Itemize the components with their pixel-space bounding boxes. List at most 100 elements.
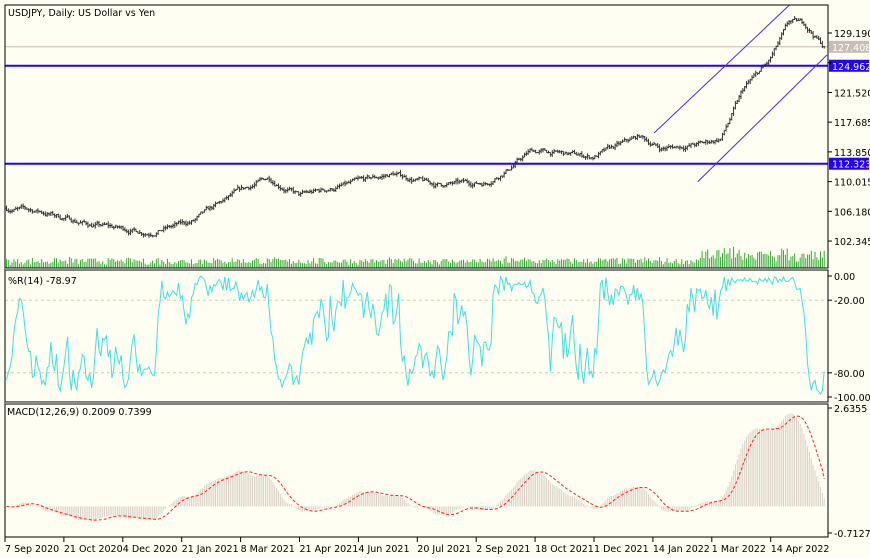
price-bar <box>29 207 32 213</box>
price-bar <box>641 135 644 140</box>
price-bar <box>303 190 306 193</box>
williams-r-panel[interactable] <box>5 275 828 396</box>
price-bar <box>795 17 798 22</box>
price-bar <box>170 224 173 229</box>
price-bar <box>247 186 250 191</box>
price-bar <box>109 223 112 229</box>
time-tick-label: 1 Mar 2022 <box>712 544 766 555</box>
time-tick-label: 2 Sep 2021 <box>476 544 530 555</box>
price-bar <box>658 144 661 153</box>
price-bar <box>331 188 334 192</box>
price-bar <box>22 203 25 209</box>
price-bar <box>588 155 591 160</box>
price-bar <box>62 217 65 222</box>
price-bar <box>606 143 609 150</box>
price-bar <box>24 205 26 211</box>
price-bar <box>719 138 722 142</box>
price-bar <box>645 136 648 142</box>
price-bar <box>51 211 54 216</box>
price-bar <box>682 145 685 152</box>
price-bar <box>369 177 372 180</box>
price-bar <box>181 218 184 225</box>
price-bar <box>406 177 409 182</box>
price-bar <box>199 211 202 215</box>
price-bar <box>432 181 435 189</box>
price-bar <box>86 221 89 228</box>
price-tick-label: 110.015 <box>834 178 870 189</box>
price-bar <box>697 140 700 147</box>
price-bar <box>821 40 824 49</box>
price-bar <box>88 223 91 227</box>
price-bar <box>146 233 149 236</box>
price-bar <box>815 35 818 39</box>
price-bar <box>351 178 354 182</box>
price-bar <box>540 148 543 154</box>
price-bar <box>227 195 230 201</box>
price-bar <box>554 150 557 152</box>
price-bar <box>27 208 30 213</box>
price-bar <box>308 189 311 194</box>
price-bar <box>699 140 702 144</box>
price-bar <box>57 213 60 218</box>
price-bar <box>234 188 237 192</box>
price-bar <box>164 225 167 231</box>
price-bar <box>55 214 58 219</box>
price-bar <box>730 112 733 121</box>
price-bar <box>7 208 10 213</box>
price-bar <box>477 182 480 185</box>
time-tick-label: 21 Jan 2021 <box>182 544 239 555</box>
price-bar <box>184 220 187 227</box>
price-bar <box>493 178 496 183</box>
price-bar <box>31 209 34 214</box>
price-bar <box>5 205 8 212</box>
price-bar <box>72 219 75 224</box>
price-bar <box>142 232 145 238</box>
price-bar <box>543 148 546 151</box>
price-bar <box>628 137 631 142</box>
price-bar <box>61 218 63 221</box>
price-bar <box>747 79 750 85</box>
price-bar <box>99 223 102 227</box>
price-bar <box>579 152 581 157</box>
horizontal-line-label: 112.323 <box>832 160 870 171</box>
price-bar <box>96 220 99 226</box>
price-bar <box>233 188 236 194</box>
price-bar <box>734 101 737 110</box>
price-bar <box>275 184 278 187</box>
price-bar <box>66 214 69 218</box>
price-bar <box>46 211 49 217</box>
macd-panel[interactable] <box>6 413 825 522</box>
price-panel[interactable] <box>5 4 828 268</box>
price-bar <box>338 183 341 189</box>
price-bar <box>347 180 350 184</box>
price-bar <box>739 90 742 100</box>
wpr-tick-label: 0.00 <box>834 272 855 283</box>
wpr-title: %R(14) -78.97 <box>8 276 77 287</box>
price-bar <box>129 228 132 236</box>
price-bar <box>270 177 273 184</box>
price-bar <box>567 151 570 156</box>
price-bar <box>749 78 752 85</box>
price-bar <box>342 182 345 186</box>
price-bar <box>769 56 772 63</box>
macd-signal-line <box>6 415 825 521</box>
price-bar <box>608 144 611 150</box>
price-bar <box>819 37 822 45</box>
price-bar <box>738 94 741 103</box>
price-bar <box>440 183 443 187</box>
price-bar <box>445 182 448 188</box>
price-bar <box>562 150 565 156</box>
price-bar <box>273 180 276 187</box>
price-bar <box>203 209 206 213</box>
price-bar <box>268 175 271 183</box>
price-bar <box>534 149 537 154</box>
price-bar <box>721 132 724 141</box>
price-bar <box>127 229 130 236</box>
price-bar <box>656 143 659 149</box>
price-bar <box>136 231 139 234</box>
time-tick-label: 18 Oct 2021 <box>535 544 594 555</box>
price-bar <box>778 37 781 46</box>
price-bar <box>214 201 217 208</box>
price-bar <box>186 221 189 226</box>
